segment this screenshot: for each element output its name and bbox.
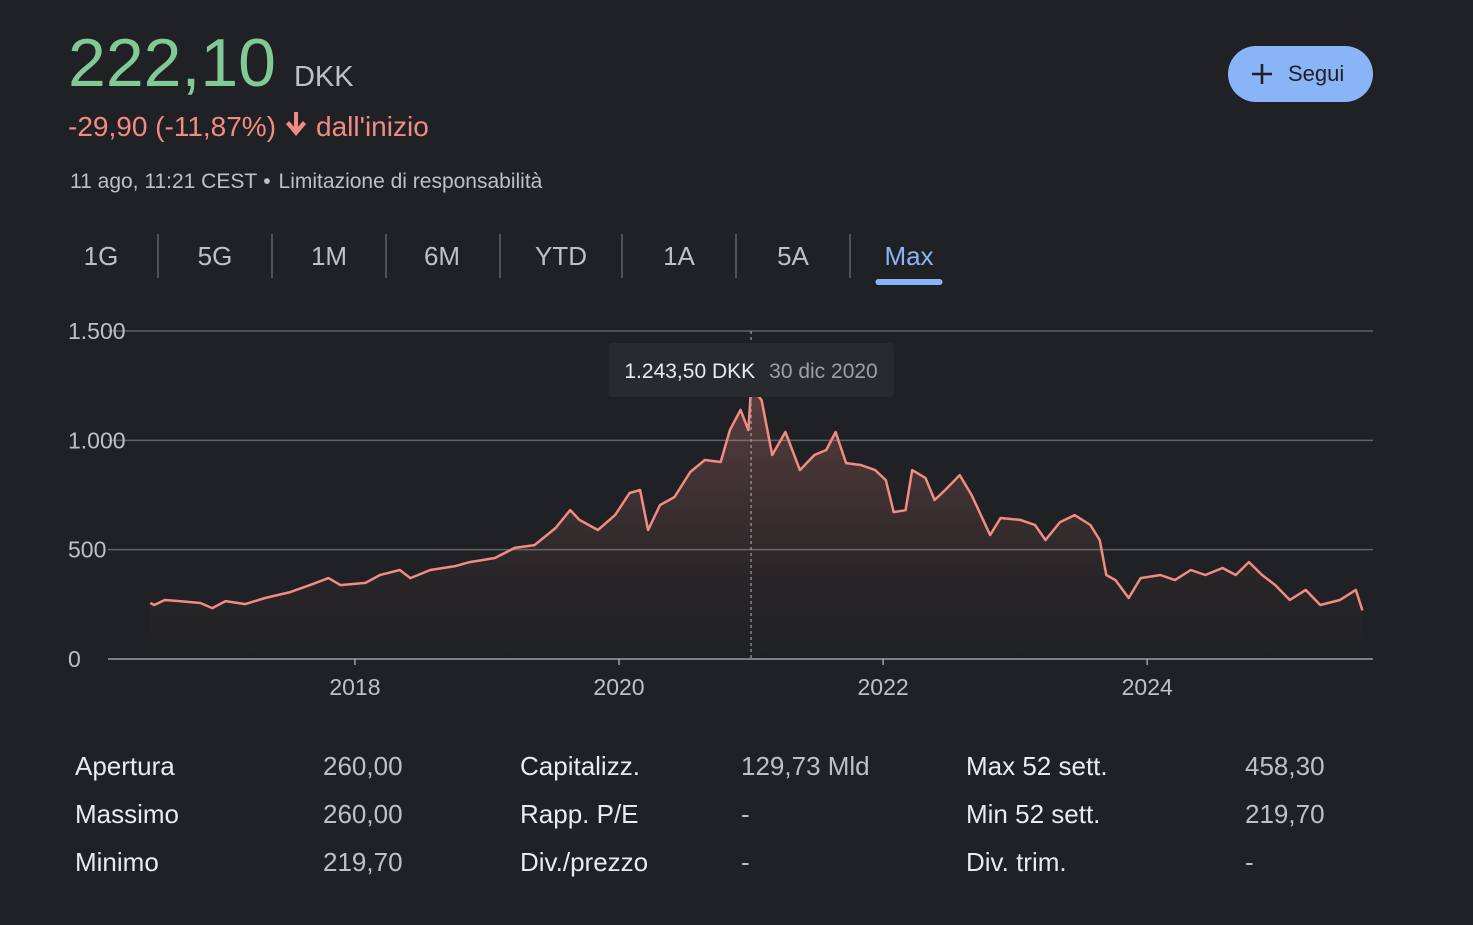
price: 222,10 [68, 25, 276, 101]
stat-label: Max 52 sett. [966, 751, 1108, 781]
plus-icon [1252, 64, 1272, 84]
x-tick-label: 2024 [1122, 674, 1173, 700]
price-chart: 0 500 1.000 1.500 2018 2020 2022 2024 1.243,50 D… [68, 318, 1373, 700]
range-tabs: 1G 5G 1M 6M YTD 1A 5A Max [84, 234, 943, 285]
stat-label: Div./prezzo [520, 847, 648, 877]
change-period: dall'inizio [316, 111, 429, 142]
stat-label: Div. trim. [966, 847, 1067, 877]
button-label: Segui [1288, 61, 1344, 86]
follow-button[interactable]: Segui [1228, 46, 1373, 102]
tab[interactable]: 1M [311, 241, 347, 271]
stat-label: Apertura [75, 751, 175, 781]
timestamp: 11 ago, 11:21 CEST [70, 170, 257, 193]
down-arrow-icon [286, 112, 307, 136]
x-tick-label: 2022 [858, 674, 909, 700]
stat-label: Capitalizz. [520, 751, 640, 781]
x-tick-label: 2020 [593, 674, 644, 700]
tab[interactable]: 5A [777, 241, 809, 271]
stat-label: Min 52 sett. [966, 799, 1100, 829]
area-fill [150, 387, 1363, 659]
y-tick-label: 1.500 [68, 318, 126, 344]
tab[interactable]: YTD [535, 241, 587, 271]
y-tick-label: 500 [68, 537, 106, 563]
tab[interactable]: 1A [663, 241, 695, 271]
stat-value: - [1245, 847, 1254, 877]
active-tab-indicator [875, 279, 943, 285]
stats-table: Apertura 260,00 Massimo 260,00 Minimo 219,70 C… [75, 751, 1325, 877]
disclaimer-link[interactable]: Limitazione di responsabilità [279, 170, 543, 193]
stat-value: 458,30 [1245, 751, 1325, 781]
currency: DKK [294, 61, 354, 93]
x-tick-label: 2018 [329, 674, 380, 700]
stat-value: 219,70 [1245, 799, 1325, 829]
price-line [149, 385, 1364, 611]
stat-label: Minimo [75, 847, 159, 877]
y-tick-label: 0 [68, 646, 81, 672]
stat-label: Massimo [75, 799, 179, 829]
button-background [1228, 46, 1373, 102]
stat-value: - [741, 799, 750, 829]
stat-value: - [741, 847, 750, 877]
y-tick-label: 1.000 [68, 427, 126, 453]
tooltip-price: 1.243,50 DKK [624, 360, 755, 383]
price-change: -29,90 (-11,87%) [68, 111, 276, 142]
tooltip-box [608, 343, 894, 397]
stat-value: 260,00 [323, 799, 403, 829]
tooltip-date: 30 dic 2020 [769, 360, 878, 383]
stat-value: 129,73 Mld [741, 751, 870, 781]
tab[interactable]: Max [884, 241, 933, 271]
stat-value: 219,70 [323, 847, 403, 877]
tab[interactable]: 6M [424, 241, 460, 271]
tab[interactable]: 5G [198, 241, 233, 271]
tab[interactable]: 1G [84, 241, 119, 271]
stat-label: Rapp. P/E [520, 799, 639, 829]
separator: • [263, 170, 270, 193]
stat-value: 260,00 [323, 751, 403, 781]
